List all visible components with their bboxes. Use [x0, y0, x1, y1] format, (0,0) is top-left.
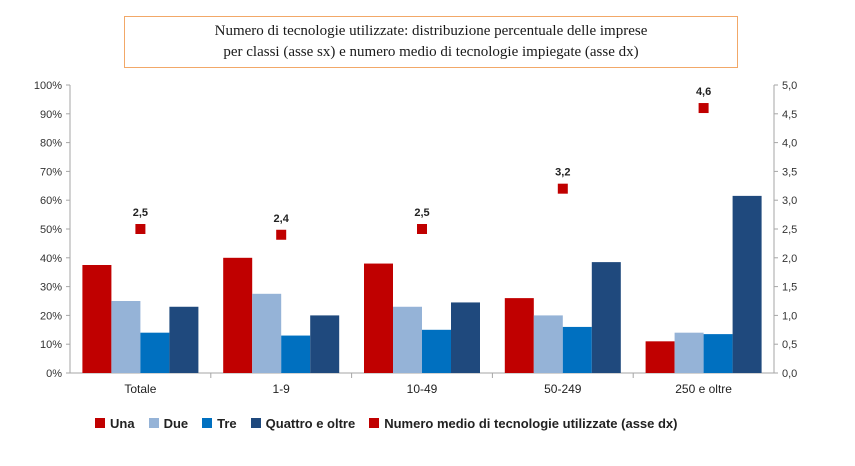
- avg-marker-1: [276, 229, 287, 240]
- bar-quattro-e-oltre-4: [732, 195, 762, 373]
- legend-swatch: [250, 418, 261, 428]
- bar-una-4: [645, 341, 675, 373]
- y-right-tick-label: 1,5: [782, 282, 797, 294]
- y-right-tick-label: 2,0: [782, 253, 797, 265]
- x-category-label: Totale: [124, 382, 156, 396]
- y-left-tick-label: 80%: [40, 138, 62, 150]
- bar-quattro-e-oltre-0: [169, 306, 199, 373]
- y-right-tick-label: 4,0: [782, 138, 797, 150]
- avg-data-label-4: 4,6: [696, 86, 711, 98]
- bar-quattro-e-oltre-2: [451, 302, 480, 373]
- y-right-tick-label: 3,5: [782, 166, 797, 178]
- avg-marker-0: [135, 224, 146, 234]
- legend-item-1: Due: [148, 415, 189, 431]
- legend-label: Una: [110, 415, 135, 431]
- legend-swatch: [148, 418, 159, 428]
- bar-quattro-e-oltre-3: [591, 262, 621, 373]
- avg-data-label-3: 3,2: [555, 167, 570, 179]
- bar-tre-1: [281, 335, 311, 373]
- bar-una-2: [364, 263, 393, 373]
- chart-legend: Una Due Tre Quattro e oltre Numero medio di …: [95, 414, 692, 432]
- y-right-tick-label: 3,0: [782, 195, 797, 207]
- x-category-label: 250 e oltre: [675, 382, 732, 396]
- y-left-tick-label: 90%: [40, 109, 62, 121]
- bar-due-2: [393, 306, 422, 373]
- bar-tre-2: [422, 329, 451, 373]
- bar-una-3: [504, 298, 534, 373]
- x-category-label: 10-49: [407, 382, 438, 396]
- avg-data-label-0: 2,5: [133, 207, 148, 219]
- chart-title-line-2: per classi (asse sx) e numero medio di t…: [223, 44, 639, 60]
- x-category-label: 50-249: [544, 382, 582, 396]
- legend-swatch: [95, 418, 105, 428]
- y-left-tick-label: 0%: [46, 368, 62, 380]
- legend-swatch: [369, 418, 380, 428]
- y-right-tick-label: 0,0: [782, 368, 797, 380]
- legend-item-3: Quattro e oltre: [250, 415, 356, 431]
- bar-tre-0: [140, 332, 170, 373]
- chart-title: Numero di tecnologie utilizzate: distrib…: [124, 16, 738, 68]
- legend-item-2: Tre: [202, 416, 237, 431]
- y-left-tick-label: 100%: [34, 80, 62, 92]
- avg-marker-4: [698, 103, 709, 114]
- bar-due-1: [252, 293, 282, 373]
- avg-data-label-1: 2,4: [274, 213, 290, 225]
- y-left-tick-label: 10%: [40, 339, 62, 351]
- avg-marker-3: [557, 183, 568, 194]
- y-right-tick-label: 2,5: [782, 224, 797, 236]
- legend-item-4: Numero medio di tecnologie utilizzate (a…: [369, 415, 678, 431]
- chart-title-line-1: Numero di tecnologie utilizzate: distrib…: [214, 23, 648, 39]
- bar-due-0: [111, 301, 141, 373]
- y-right-tick-label: 4,5: [782, 109, 797, 121]
- y-right-tick-label: 1,0: [782, 310, 797, 322]
- y-left-tick-label: 20%: [40, 310, 62, 322]
- y-right-tick-label: 5,0: [782, 80, 797, 92]
- y-left-tick-label: 70%: [40, 166, 62, 178]
- y-left-tick-label: 60%: [40, 195, 62, 207]
- legend-label: Tre: [217, 415, 237, 431]
- legend-label: Quattro e oltre: [265, 415, 356, 431]
- avg-marker-2: [417, 224, 427, 234]
- bar-una-1: [223, 257, 253, 373]
- legend-label: Due: [163, 415, 189, 431]
- y-left-tick-label: 30%: [40, 282, 62, 294]
- avg-data-label-2: 2,5: [414, 207, 429, 219]
- bar-tre-4: [703, 334, 733, 373]
- bar-due-3: [533, 315, 563, 373]
- y-left-tick-label: 40%: [40, 253, 62, 265]
- bar-una-0: [82, 265, 112, 373]
- legend-label: Numero medio di tecnologie utilizzate (a…: [384, 415, 678, 431]
- bar-tre-3: [562, 326, 592, 373]
- y-left-tick-label: 50%: [40, 224, 62, 236]
- legend-item-0: Una: [95, 416, 135, 431]
- bar-due-4: [674, 332, 704, 373]
- legend-swatch: [202, 418, 213, 428]
- x-category-label: 1-9: [273, 382, 291, 396]
- bar-quattro-e-oltre-1: [310, 315, 340, 373]
- y-right-tick-label: 0,5: [782, 339, 797, 351]
